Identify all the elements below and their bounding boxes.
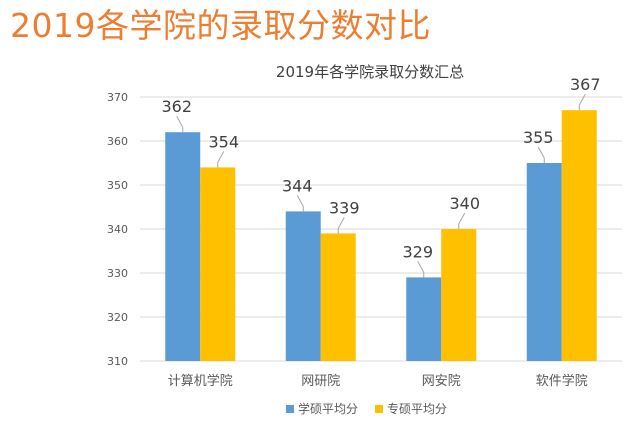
data-label-leader xyxy=(578,93,586,111)
data-label: 340 xyxy=(449,194,480,213)
bar xyxy=(200,167,236,361)
x-tick-label: 网安院 xyxy=(422,374,461,389)
y-tick-label: 310 xyxy=(107,355,128,368)
legend-label: 专硕平均分 xyxy=(387,401,447,416)
y-tick-label: 350 xyxy=(107,179,128,192)
bar xyxy=(285,211,321,361)
data-label: 344 xyxy=(282,176,313,195)
data-label-leader xyxy=(458,212,466,229)
data-label: 329 xyxy=(402,242,433,261)
bar xyxy=(406,277,442,361)
y-tick-label: 340 xyxy=(107,223,128,236)
data-label: 367 xyxy=(570,75,601,94)
legend-label: 学硕平均分 xyxy=(298,401,358,416)
data-label-leader xyxy=(176,115,184,133)
x-tick-label: 网研院 xyxy=(301,374,340,389)
data-label: 339 xyxy=(329,198,360,217)
bar xyxy=(320,233,356,361)
data-label-leader xyxy=(537,146,545,163)
bar xyxy=(165,132,201,361)
data-label: 362 xyxy=(161,97,192,116)
x-tick-label: 计算机学院 xyxy=(168,373,233,389)
data-label-leader xyxy=(417,261,425,278)
data-label: 355 xyxy=(523,128,554,147)
y-axis-ticks: 310 320 330 340 350 360 370 xyxy=(107,91,128,368)
bar xyxy=(561,110,597,361)
slide-title: 2019各学院的录取分数对比 xyxy=(10,6,431,45)
y-tick-label: 370 xyxy=(107,91,128,104)
data-label-leader xyxy=(296,195,304,212)
data-label-leader xyxy=(337,217,345,234)
data-label: 354 xyxy=(208,132,239,151)
legend-swatch xyxy=(286,405,294,413)
bars: 362 354 344 339 329 340 355 367 xyxy=(161,75,601,361)
legend-swatch xyxy=(375,405,383,413)
bar xyxy=(441,229,477,361)
x-tick-label: 软件学院 xyxy=(536,373,588,389)
y-tick-label: 330 xyxy=(107,267,128,280)
bar xyxy=(526,163,562,361)
data-label-leader xyxy=(217,151,225,168)
chart-title: 2019年各学院录取分数汇总 xyxy=(276,63,464,81)
y-tick-label: 320 xyxy=(107,311,128,324)
y-tick-label: 360 xyxy=(107,135,128,148)
legend: 学硕平均分 专硕平均分 xyxy=(286,401,447,416)
x-axis-ticks: 计算机学院 网研院 网安院 软件学院 xyxy=(168,373,588,389)
